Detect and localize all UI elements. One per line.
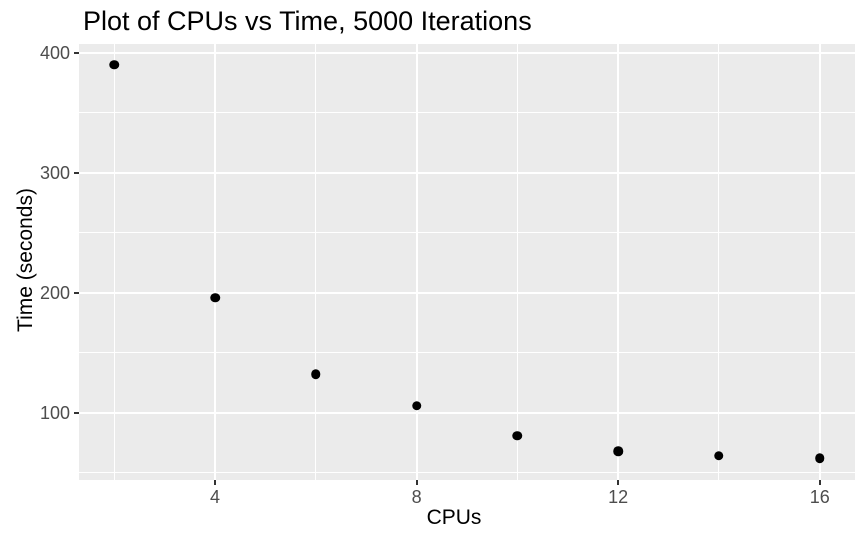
y-tick-label: 200 [39, 282, 70, 303]
gridline-major-x [214, 44, 217, 480]
gridline-major-y [79, 291, 855, 294]
gridline-minor-x [315, 44, 317, 480]
y-tick-label: 400 [39, 42, 70, 63]
data-point [714, 451, 724, 461]
data-point [311, 369, 321, 380]
x-tick-label: 12 [608, 487, 629, 507]
gridline-minor-y [79, 112, 855, 114]
chart-title: Plot of CPUs vs Time, 5000 Iterations [83, 6, 532, 36]
gridline-major-y [79, 411, 855, 414]
data-point [411, 400, 422, 411]
data-point [512, 430, 523, 441]
x-tick-mark [214, 480, 217, 485]
plot-panel [79, 44, 855, 480]
x-axis-title: CPUs [426, 506, 482, 529]
y-tick-label: 300 [39, 162, 70, 183]
x-tick-mark [617, 480, 620, 485]
x-tick-mark [415, 480, 418, 485]
gridline-minor-y [79, 472, 855, 474]
y-tick-mark [74, 291, 79, 294]
data-point [210, 292, 220, 303]
gridline-minor-y [79, 232, 855, 234]
x-tick-label: 4 [210, 487, 221, 507]
gridline-major-y [79, 171, 855, 174]
x-tick-label: 16 [809, 487, 830, 507]
gridline-major-x [818, 44, 821, 480]
gridline-major-y [79, 51, 855, 54]
x-tick-label: 8 [411, 487, 422, 507]
y-tick-mark [74, 51, 79, 54]
gridline-major-x [415, 44, 418, 480]
gridline-major-x [617, 44, 620, 480]
x-tick-mark [818, 480, 821, 485]
data-point [109, 60, 120, 70]
y-axis-title: Time (seconds) [14, 188, 37, 332]
gridline-minor-y [79, 352, 855, 354]
gridline-minor-x [516, 44, 518, 480]
y-tick-mark [74, 411, 79, 414]
data-point [613, 446, 623, 456]
y-tick-mark [74, 171, 79, 174]
gridline-minor-x [113, 44, 115, 480]
y-tick-label: 100 [39, 402, 70, 423]
gridline-minor-x [718, 44, 720, 480]
data-point [814, 453, 825, 464]
